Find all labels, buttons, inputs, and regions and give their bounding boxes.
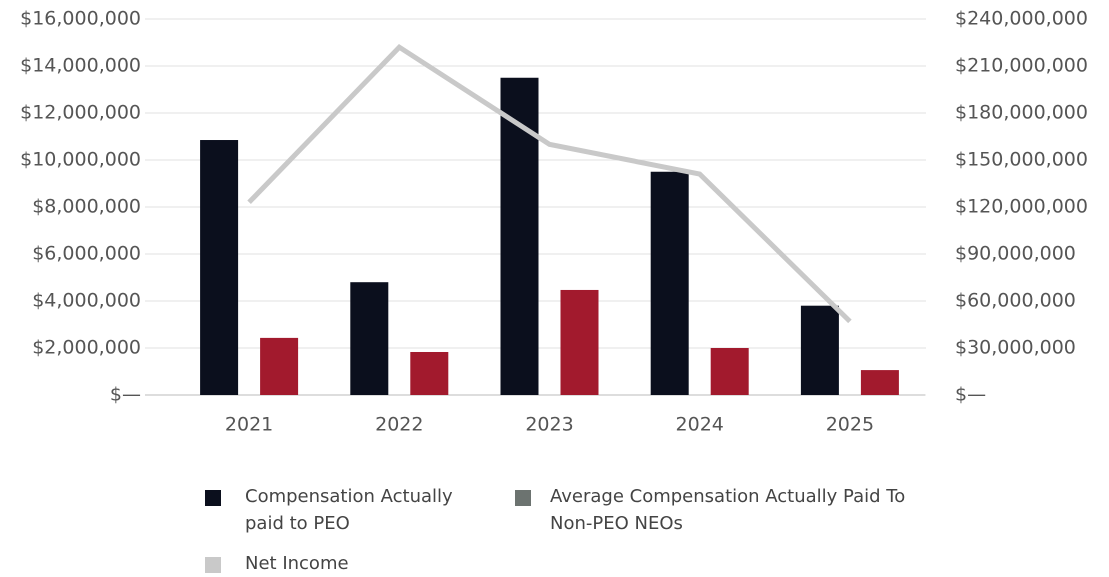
bar [200,140,239,395]
legend-label: Average Compensation Actually Paid To No… [550,486,906,534]
legend-swatch [515,490,531,506]
legend-swatch [205,557,221,573]
legend-label: Compensation Actually paid to PEO [245,486,453,534]
y2-tick-label: $90,000,000 [955,243,1076,265]
x-tick-label: 2025 [826,414,874,436]
y2-tick-label: $210,000,000 [955,55,1088,77]
y2-tick-label: $— [955,384,986,406]
x-tick-label: 2022 [375,414,423,436]
y-tick-label: $— [110,384,141,406]
y-tick-label: $16,000,000 [20,8,141,30]
y-tick-label: $10,000,000 [20,149,141,171]
y-tick-label: $6,000,000 [32,243,141,265]
bar [260,337,299,395]
y2-tick-label: $150,000,000 [955,149,1088,171]
y2-tick-label: $240,000,000 [955,8,1088,30]
bar [860,370,899,395]
y-tick-label: $2,000,000 [32,337,141,359]
x-tick-label: 2021 [225,414,273,436]
line-series [247,43,852,324]
y2-tick-label: $120,000,000 [955,196,1088,218]
y2-tick-label: $30,000,000 [955,337,1076,359]
legend-label: Net Income [245,553,349,574]
legend-swatch [205,490,221,506]
bar [800,305,839,395]
x-tick-label: 2023 [525,414,573,436]
y2-tick-label: $60,000,000 [955,290,1076,312]
x-tick-label: 2024 [676,414,724,436]
bar [410,351,449,395]
bar [650,171,689,395]
bar [350,282,389,395]
y-tick-label: $12,000,000 [20,102,141,124]
y-tick-label: $8,000,000 [32,196,141,218]
bar [560,289,599,395]
y2-tick-label: $180,000,000 [955,102,1088,124]
y-tick-label: $14,000,000 [20,55,141,77]
chart: $— $2,000,000 $4,000,000 $6,000,000 $8,000,0… [20,8,1088,436]
bar [710,348,749,395]
y-tick-label: $4,000,000 [32,290,141,312]
